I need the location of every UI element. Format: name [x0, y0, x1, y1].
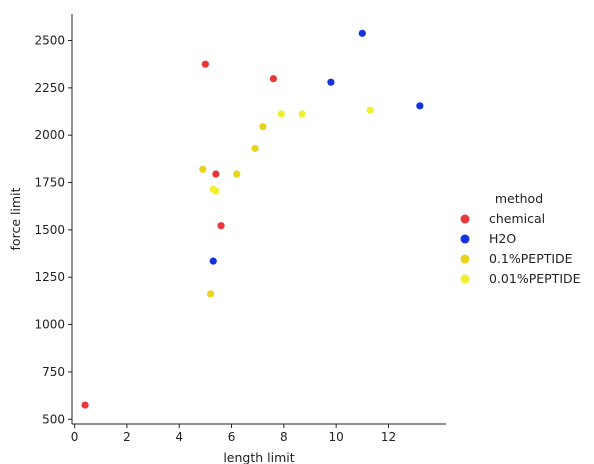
legend-label: 0.01%PEPTIDE [489, 271, 581, 286]
x-tick-label: 6 [228, 430, 236, 444]
y-tick-label: 1500 [34, 223, 65, 237]
data-point-series-3 [212, 187, 220, 195]
legend-label: H2O [489, 231, 516, 246]
data-point-series-1 [416, 102, 424, 110]
x-tick-label: 4 [175, 430, 183, 444]
data-point-series-3 [366, 106, 374, 114]
y-tick-label: 2000 [34, 128, 65, 142]
axes: 0 2 4 6 8 10 12 500 750 1000 1250 1500 1750 2000 2250… [34, 14, 446, 444]
y-tick-label: 1750 [34, 176, 65, 190]
legend-label: 0.1%PEPTIDE [489, 251, 573, 266]
data-point-series-2 [233, 170, 241, 178]
data-point-series-0 [81, 401, 89, 409]
x-tick-label: 0 [71, 430, 79, 444]
y-tick-label: 1250 [34, 270, 65, 284]
x-tick-label: 10 [329, 430, 344, 444]
data-point-series-0 [201, 60, 209, 68]
data-point-series-1 [358, 29, 366, 37]
y-axis-label: force limit [8, 187, 23, 250]
data-points [81, 29, 424, 409]
data-point-series-3 [298, 110, 306, 118]
legend-marker [460, 234, 470, 244]
data-point-series-3 [277, 110, 285, 118]
x-tick-label: 2 [123, 430, 131, 444]
data-point-series-2 [251, 144, 259, 153]
data-point-series-1 [209, 257, 217, 265]
legend-marker [460, 214, 470, 224]
data-point-series-0 [212, 170, 220, 178]
legend-marker [460, 254, 470, 264]
y-tick-label: 500 [42, 412, 65, 426]
legend: method chemical H2O 0.1%PEPTIDE 0.01%PEPTID… [460, 191, 581, 286]
legend-marker [460, 274, 470, 284]
legend-label: chemical [489, 211, 545, 226]
x-tick-label: 8 [280, 430, 288, 444]
y-tick-label: 2250 [34, 81, 65, 95]
y-ticks: 500 750 1000 1250 1500 1750 2000 2250 2500 [34, 34, 72, 426]
data-point-series-2 [259, 123, 267, 131]
y-tick-label: 1000 [34, 318, 65, 332]
data-point-series-2 [207, 290, 215, 298]
x-tick-label: 12 [381, 430, 396, 444]
x-ticks: 0 2 4 6 8 10 12 [71, 424, 396, 444]
y-tick-label: 750 [42, 365, 65, 379]
data-point-series-0 [269, 75, 277, 83]
legend-title: method [495, 191, 543, 206]
data-point-series-2 [199, 165, 207, 173]
legend-items: chemical H2O 0.1%PEPTIDE 0.01%PEPTIDE [460, 211, 581, 286]
data-point-series-1 [327, 78, 335, 86]
x-axis-label: length limit [223, 450, 294, 464]
y-tick-label: 2500 [34, 34, 65, 48]
data-point-series-0 [217, 222, 225, 230]
